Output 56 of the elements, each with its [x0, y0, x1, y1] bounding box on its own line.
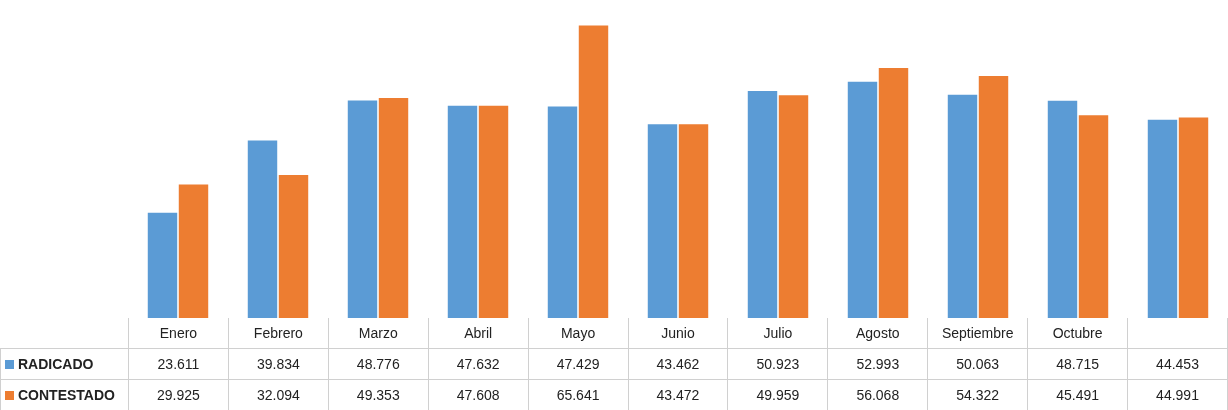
data-label: 23.611 [128, 348, 229, 380]
bar [647, 124, 678, 318]
data-label: 65.641 [528, 379, 629, 410]
data-label: 32.094 [228, 379, 329, 410]
bar [1147, 119, 1178, 318]
bar [1178, 117, 1209, 318]
x-tick-label: Enero [128, 318, 229, 349]
bar [247, 140, 278, 318]
legend-label: CONTESTADO [18, 387, 115, 404]
data-label: 48.715 [1027, 348, 1128, 380]
bar [678, 124, 709, 318]
bar [1047, 100, 1078, 318]
data-label: 43.462 [628, 348, 728, 380]
bar [878, 68, 909, 318]
x-tick-label: Julio [727, 318, 828, 349]
bar [547, 106, 578, 318]
x-tick-label: Marzo [328, 318, 429, 349]
x-tick-label: Mayo [528, 318, 629, 349]
data-label: 44.991 [1127, 379, 1228, 410]
bar [147, 212, 178, 318]
data-label: 49.959 [727, 379, 828, 410]
data-label: 47.608 [428, 379, 529, 410]
data-label: 45.491 [1027, 379, 1128, 410]
x-tick-label: Agosto [827, 318, 928, 349]
bar [778, 95, 809, 318]
bar [278, 174, 309, 318]
data-label: 49.353 [328, 379, 429, 410]
data-label: 48.776 [328, 348, 429, 380]
data-label: 52.993 [827, 348, 928, 380]
bar [1078, 115, 1109, 318]
data-label: 56.068 [827, 379, 928, 410]
data-label: 50.063 [927, 348, 1028, 380]
data-label: 43.472 [628, 379, 728, 410]
data-label: 50.923 [727, 348, 828, 380]
bar [178, 184, 209, 318]
data-label: 47.632 [428, 348, 529, 380]
x-tick-label: Septiembre [927, 318, 1028, 349]
legend-label: RADICADO [18, 356, 94, 373]
bar [347, 100, 378, 318]
data-label: 54.322 [927, 379, 1028, 410]
bar [978, 75, 1009, 318]
x-tick-label: Octubre [1027, 318, 1128, 349]
data-label: 44.453 [1127, 348, 1228, 380]
data-label: 47.429 [528, 348, 629, 380]
bar [378, 98, 409, 318]
data-label: 29.925 [128, 379, 229, 410]
data-label: 39.834 [228, 348, 329, 380]
bar [578, 25, 609, 318]
bar [847, 81, 878, 318]
x-tick-label: Junio [628, 318, 728, 349]
bar [447, 105, 478, 318]
x-tick-label: Febrero [228, 318, 329, 349]
bar [947, 94, 978, 318]
bar [478, 105, 509, 318]
x-tick-label: Abril [428, 318, 529, 349]
bar [747, 91, 778, 318]
